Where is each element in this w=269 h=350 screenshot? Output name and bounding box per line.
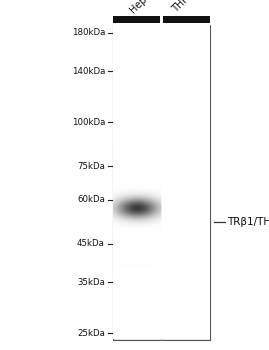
Text: 75kDa: 75kDa	[77, 162, 105, 170]
Bar	[113, 16, 160, 23]
Text: 60kDa: 60kDa	[77, 196, 105, 204]
Text: 25kDa: 25kDa	[77, 329, 105, 338]
Bar	[163, 16, 210, 23]
Text: 45kDa: 45kDa	[77, 239, 105, 248]
Text: THP-1: THP-1	[171, 0, 198, 15]
Text: 35kDa: 35kDa	[77, 278, 105, 287]
Text: 140kDa: 140kDa	[72, 66, 105, 76]
Bar	[113, 25, 210, 339]
Text: 180kDa: 180kDa	[72, 28, 105, 37]
Text: TRβ1/THRB: TRβ1/THRB	[227, 217, 269, 227]
Text: HepG2: HepG2	[128, 0, 158, 15]
Text: 100kDa: 100kDa	[72, 118, 105, 127]
